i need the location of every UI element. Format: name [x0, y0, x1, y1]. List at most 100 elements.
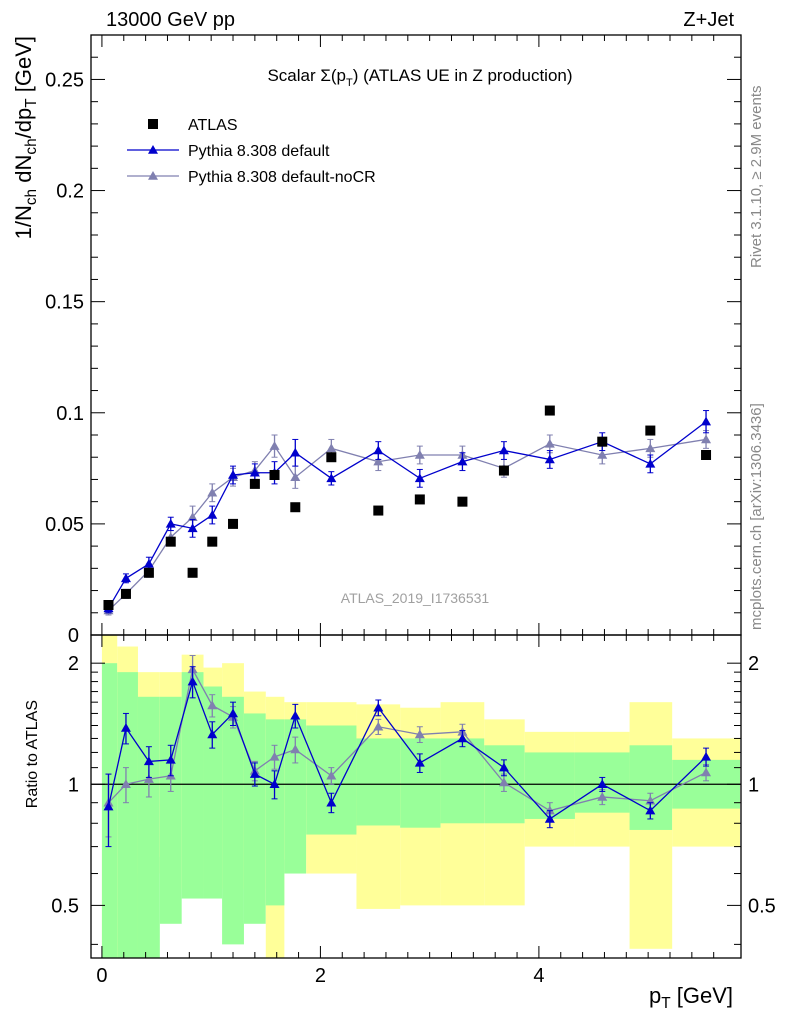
uncertainty-band-green [243, 713, 266, 924]
analysis-label: ATLAS_2019_I1736531 [341, 590, 490, 606]
data-point-atlas [249, 478, 260, 489]
data-point-atlas [290, 502, 301, 513]
ratio-y-tick-label-right: 2 [748, 653, 759, 675]
ratio-point-triangle [103, 801, 114, 811]
data-point-triangle [701, 416, 712, 426]
data-point-atlas [207, 536, 218, 547]
data-point-atlas [373, 505, 384, 516]
ratio-bands-layer [101, 635, 740, 958]
data-point-triangle [326, 443, 337, 453]
legend-item: ATLAS [148, 117, 238, 134]
ratio-point-triangle [498, 777, 509, 787]
y-tick-label: 0.05 [45, 514, 84, 536]
data-point-triangle [326, 473, 337, 483]
axes-layer: 0 2 4 pT [GeV] 0.05 0.1 0.15 0.2 0.25 0 1/Nch dNch… [11, 34, 776, 1012]
data-point-atlas [103, 600, 114, 610]
ratio-point-triangle [597, 791, 608, 801]
ratio-point-triangle [269, 779, 280, 789]
data-point-triangle [120, 573, 131, 583]
x-tick-label: 2 [315, 965, 326, 987]
ratio-point-triangle [414, 757, 425, 767]
ratio-point-triangle [187, 676, 198, 686]
data-point-atlas [120, 588, 131, 599]
ratio-point-triangle [120, 779, 131, 789]
ratio-plot-frame [90, 634, 742, 959]
data-point-triangle [207, 510, 218, 519]
data-point-atlas [544, 405, 555, 416]
data-point-triangle [544, 438, 555, 448]
y-axis-label-main: 1/Nch dNch/dpT [GeV] [11, 36, 40, 239]
y-tick-label: 0.2 [56, 181, 84, 203]
ratio-point-triangle [143, 774, 154, 783]
legend-item: Pythia 8.308 default-noCR [127, 169, 376, 186]
header-process-label: 13000 GeV pp [106, 9, 235, 31]
ratio-point-triangle [645, 805, 656, 815]
data-point-triangle [269, 441, 280, 450]
ratio-point-triangle [207, 729, 218, 739]
data-point-triangle [187, 512, 198, 521]
data-point-triangle [373, 456, 384, 466]
ratio-point-triangle [326, 797, 337, 807]
data-point-triangle [414, 473, 425, 483]
data-point-atlas [269, 470, 280, 480]
data-point-triangle [701, 434, 712, 444]
data-point-triangle [187, 523, 198, 533]
data-point-atlas [187, 567, 198, 578]
data-point-atlas [326, 452, 337, 463]
data-point-triangle [228, 470, 239, 479]
legend-item: Pythia 8.308 default [127, 143, 330, 160]
data-point-atlas [597, 436, 608, 447]
ratio-y-tick-label-left: 1 [68, 774, 79, 796]
ratio-point-triangle [143, 756, 154, 766]
data-point-atlas [228, 518, 239, 529]
ratio-point-triangle [290, 710, 301, 720]
y-tick-label: 0.25 [45, 69, 84, 91]
ratio-point-triangle [544, 805, 555, 815]
series-line-main [107, 421, 707, 609]
y-tick-label: 0.15 [45, 292, 84, 314]
uncertainty-band-green [284, 719, 307, 874]
data-point-triangle [207, 487, 218, 497]
y-tick-label-zero: 0 [68, 625, 79, 647]
ratio-point-triangle [544, 813, 555, 823]
ratio-y-tick-label-right: 1 [748, 774, 759, 796]
ratio-point-triangle [207, 700, 218, 710]
data-point-atlas [165, 536, 176, 547]
legend-marker-triangle [148, 171, 158, 180]
data-point-triangle [414, 450, 425, 459]
main-panel: Scalar Σ(pT) (ATLAS UE in Z production) … [103, 66, 712, 616]
uncertainty-band-green [222, 696, 244, 945]
legend-label: Pythia 8.308 default-noCR [188, 169, 376, 186]
data-point-atlas [143, 567, 154, 578]
data-point-triangle [544, 454, 555, 464]
ratio-point-triangle [120, 723, 131, 732]
x-tick-label: 0 [96, 965, 107, 987]
ratio-point-triangle [269, 751, 280, 761]
ratio-point-triangle [326, 770, 337, 780]
uncertainty-band-green [137, 696, 160, 958]
uncertainty-band-green [400, 738, 441, 828]
uncertainty-band-green [159, 696, 182, 924]
data-point-triangle [645, 458, 656, 468]
ratio-point-triangle [414, 729, 425, 739]
ratio-point-triangle [597, 779, 608, 789]
data-point-triangle [498, 445, 509, 455]
data-point-triangle [143, 558, 154, 568]
legend-marker-triangle [148, 145, 158, 154]
data-point-triangle [290, 447, 301, 457]
legend-label: ATLAS [188, 117, 238, 134]
data-point-atlas [498, 465, 509, 476]
data-point-triangle [373, 445, 384, 455]
ratio-point-triangle [290, 744, 301, 754]
data-point-atlas [701, 450, 712, 460]
data-point-triangle [645, 443, 656, 453]
ratio-point-triangle [373, 721, 384, 731]
ratio-y-tick-label-left: 0.5 [51, 895, 79, 917]
ratio-point-triangle [701, 751, 712, 761]
ratio-point-triangle [373, 702, 384, 712]
ratio-point-triangle [498, 762, 509, 772]
uncertainty-band-green [440, 738, 485, 824]
data-point-triangle [249, 467, 260, 477]
uncertainty-band-green [203, 686, 223, 899]
